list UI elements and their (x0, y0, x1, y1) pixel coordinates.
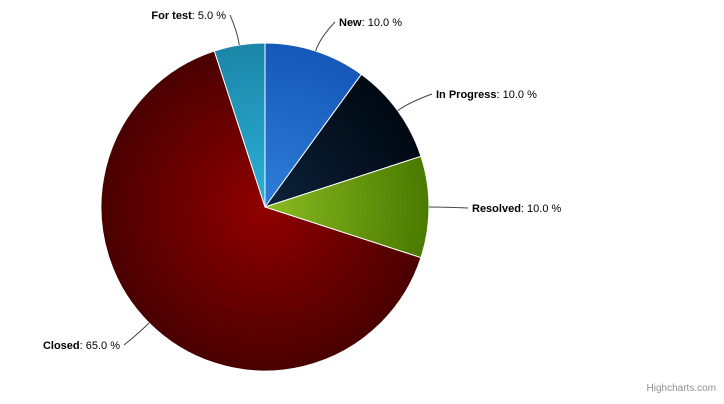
pie-labels: New: 10.0 %In Progress: 10.0 %Resolved: … (43, 10, 562, 352)
label-connectors (123, 14, 469, 346)
connector-closed (123, 322, 150, 346)
pie-slice-closed[interactable] (100, 50, 422, 372)
data-label-closed: Closed: 65.0 % (43, 340, 120, 352)
data-label-value: : 65.0 % (80, 340, 121, 352)
data-label-new: New: 10.0 % (339, 17, 402, 29)
connector-new (315, 21, 336, 52)
data-label-name: Closed (43, 340, 80, 352)
connector-for-test (229, 14, 240, 46)
data-label-value: : 10.0 % (362, 17, 403, 29)
data-label-name: For test (151, 10, 192, 22)
data-label-value: : 10.0 % (497, 89, 538, 101)
data-label-for-test: For test: 5.0 % (151, 10, 226, 22)
data-label-value: : 5.0 % (192, 10, 226, 22)
data-label-name: Resolved (472, 203, 521, 215)
data-label-in-progress: In Progress: 10.0 % (436, 89, 537, 101)
data-label-name: New (339, 17, 362, 29)
credits-link[interactable]: Highcharts.com (646, 383, 716, 394)
pie-slice-resolved[interactable] (264, 155, 430, 259)
data-label-name: In Progress (436, 89, 497, 101)
pie-slices (100, 42, 430, 372)
connector-in-progress (397, 93, 433, 112)
pie-slice-for-test[interactable] (213, 42, 266, 208)
data-label-resolved: Resolved: 10.0 % (472, 203, 561, 215)
data-label-value: : 10.0 % (521, 203, 562, 215)
pie-slice-in-progress[interactable] (264, 73, 422, 208)
connector-resolved (428, 206, 469, 209)
